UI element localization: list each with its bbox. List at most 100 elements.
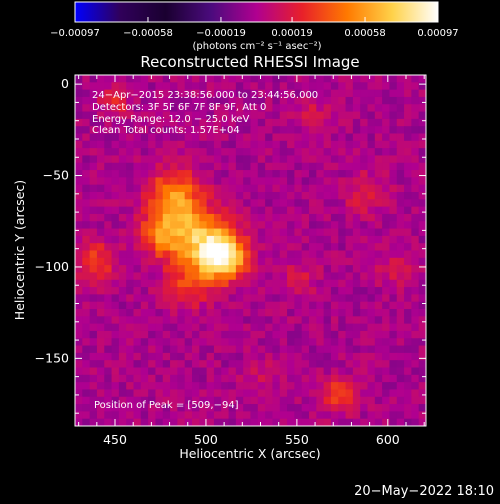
heatmap-cell (287, 404, 295, 412)
heatmap-cell (382, 118, 391, 127)
heatmap-cell (126, 192, 135, 200)
heatmap-cell (404, 140, 412, 149)
heatmap-cell (396, 279, 405, 288)
heatmap-cell (235, 118, 244, 127)
heatmap-cell (250, 162, 259, 171)
heatmap-cell (316, 170, 325, 178)
heatmap-cell (235, 213, 244, 222)
heatmap-cell (170, 228, 178, 237)
heatmap-cell (272, 177, 281, 186)
y-axis-label: Heliocentric Y (arcsec) (12, 180, 27, 320)
heatmap-cell (330, 301, 339, 310)
heatmap-cell (199, 374, 208, 383)
heatmap-cell (272, 118, 281, 127)
heatmap-cell (126, 257, 135, 266)
heatmap-cell (148, 192, 157, 200)
heatmap-cell (367, 170, 376, 178)
heatmap-cell (148, 104, 157, 113)
heatmap-cell (338, 265, 347, 274)
heatmap-cell (389, 316, 398, 325)
heatmap-cell (367, 82, 376, 91)
heatmap-cell (338, 374, 347, 383)
heatmap-cell (82, 75, 91, 83)
heatmap-cell (250, 323, 259, 332)
heatmap-cell (360, 82, 369, 91)
heatmap-cell (279, 367, 288, 376)
heatmap-cell (75, 323, 83, 332)
heatmap-cell (265, 396, 274, 405)
heatmap-cell (170, 75, 178, 83)
heatmap-cell (367, 228, 376, 237)
heatmap-cell (338, 250, 347, 259)
heatmap-cell (133, 104, 142, 113)
heatmap-cell (338, 360, 347, 369)
heatmap-cell (221, 389, 230, 398)
heatmap-cell (418, 382, 426, 391)
heatmap-cell (184, 221, 193, 230)
heatmap-cell (323, 382, 332, 391)
heatmap-cell (221, 221, 230, 230)
heatmap-cell (192, 360, 200, 369)
heatmap-cell (309, 257, 317, 266)
heatmap-cell (96, 213, 105, 222)
heatmap-cell (323, 396, 332, 405)
heatmap-cell (352, 389, 361, 398)
heatmap-cell (75, 192, 83, 200)
heatmap-cell (316, 309, 325, 317)
heatmap-cell (177, 206, 186, 215)
heatmap-cell (184, 338, 193, 347)
heatmap-cell (155, 140, 164, 149)
heatmap-cell (177, 126, 186, 135)
heatmap-cell (396, 140, 405, 149)
heatmap-cell (162, 382, 171, 391)
heatmap-cell (338, 404, 347, 412)
heatmap-cell (294, 309, 303, 317)
heatmap-cell (316, 243, 325, 252)
heatmap-cell (148, 265, 157, 274)
heatmap-cell (301, 184, 310, 193)
x-tick-label: 550 (285, 432, 309, 447)
heatmap-cell (111, 309, 120, 317)
heatmap-cell (404, 294, 412, 303)
heatmap-cell (82, 272, 91, 281)
heatmap-cell (294, 330, 303, 339)
heatmap-cell (345, 170, 354, 178)
heatmap-cell (279, 323, 288, 332)
heatmap-cell (82, 323, 91, 332)
heatmap-cell (177, 323, 186, 332)
heatmap-cell (272, 352, 281, 361)
heatmap-cell (323, 316, 332, 325)
heatmap-cell (89, 89, 98, 98)
heatmap-cell (338, 345, 347, 354)
heatmap-cell (265, 96, 274, 105)
heatmap-cell (170, 96, 178, 105)
heatmap-cell (323, 309, 332, 317)
heatmap-cell (352, 279, 361, 288)
heatmap-cell (82, 111, 91, 120)
heatmap-cell (411, 338, 420, 347)
heatmap-cell (382, 221, 391, 230)
heatmap-cell (330, 243, 339, 252)
heatmap-cell (170, 170, 178, 178)
heatmap-cell (279, 404, 288, 412)
heatmap-cell (170, 330, 178, 339)
heatmap-cell (155, 162, 164, 171)
heatmap-cell (213, 389, 222, 398)
heatmap-cell (126, 250, 135, 259)
heatmap-cell (389, 155, 398, 164)
heatmap-cell (404, 75, 412, 83)
heatmap-cell (411, 279, 420, 288)
heatmap-cell (243, 389, 252, 398)
heatmap-cell (272, 148, 281, 157)
heatmap-cell (367, 352, 376, 361)
heatmap-cell (133, 301, 142, 310)
heatmap-cell (118, 382, 127, 391)
heatmap-cell (221, 360, 230, 369)
heatmap-cell (111, 199, 120, 208)
heatmap-cell (228, 228, 237, 237)
heatmap-cell (140, 118, 149, 127)
heatmap-cell (118, 352, 127, 361)
heatmap-cell (111, 374, 120, 383)
heatmap-cell (360, 338, 369, 347)
